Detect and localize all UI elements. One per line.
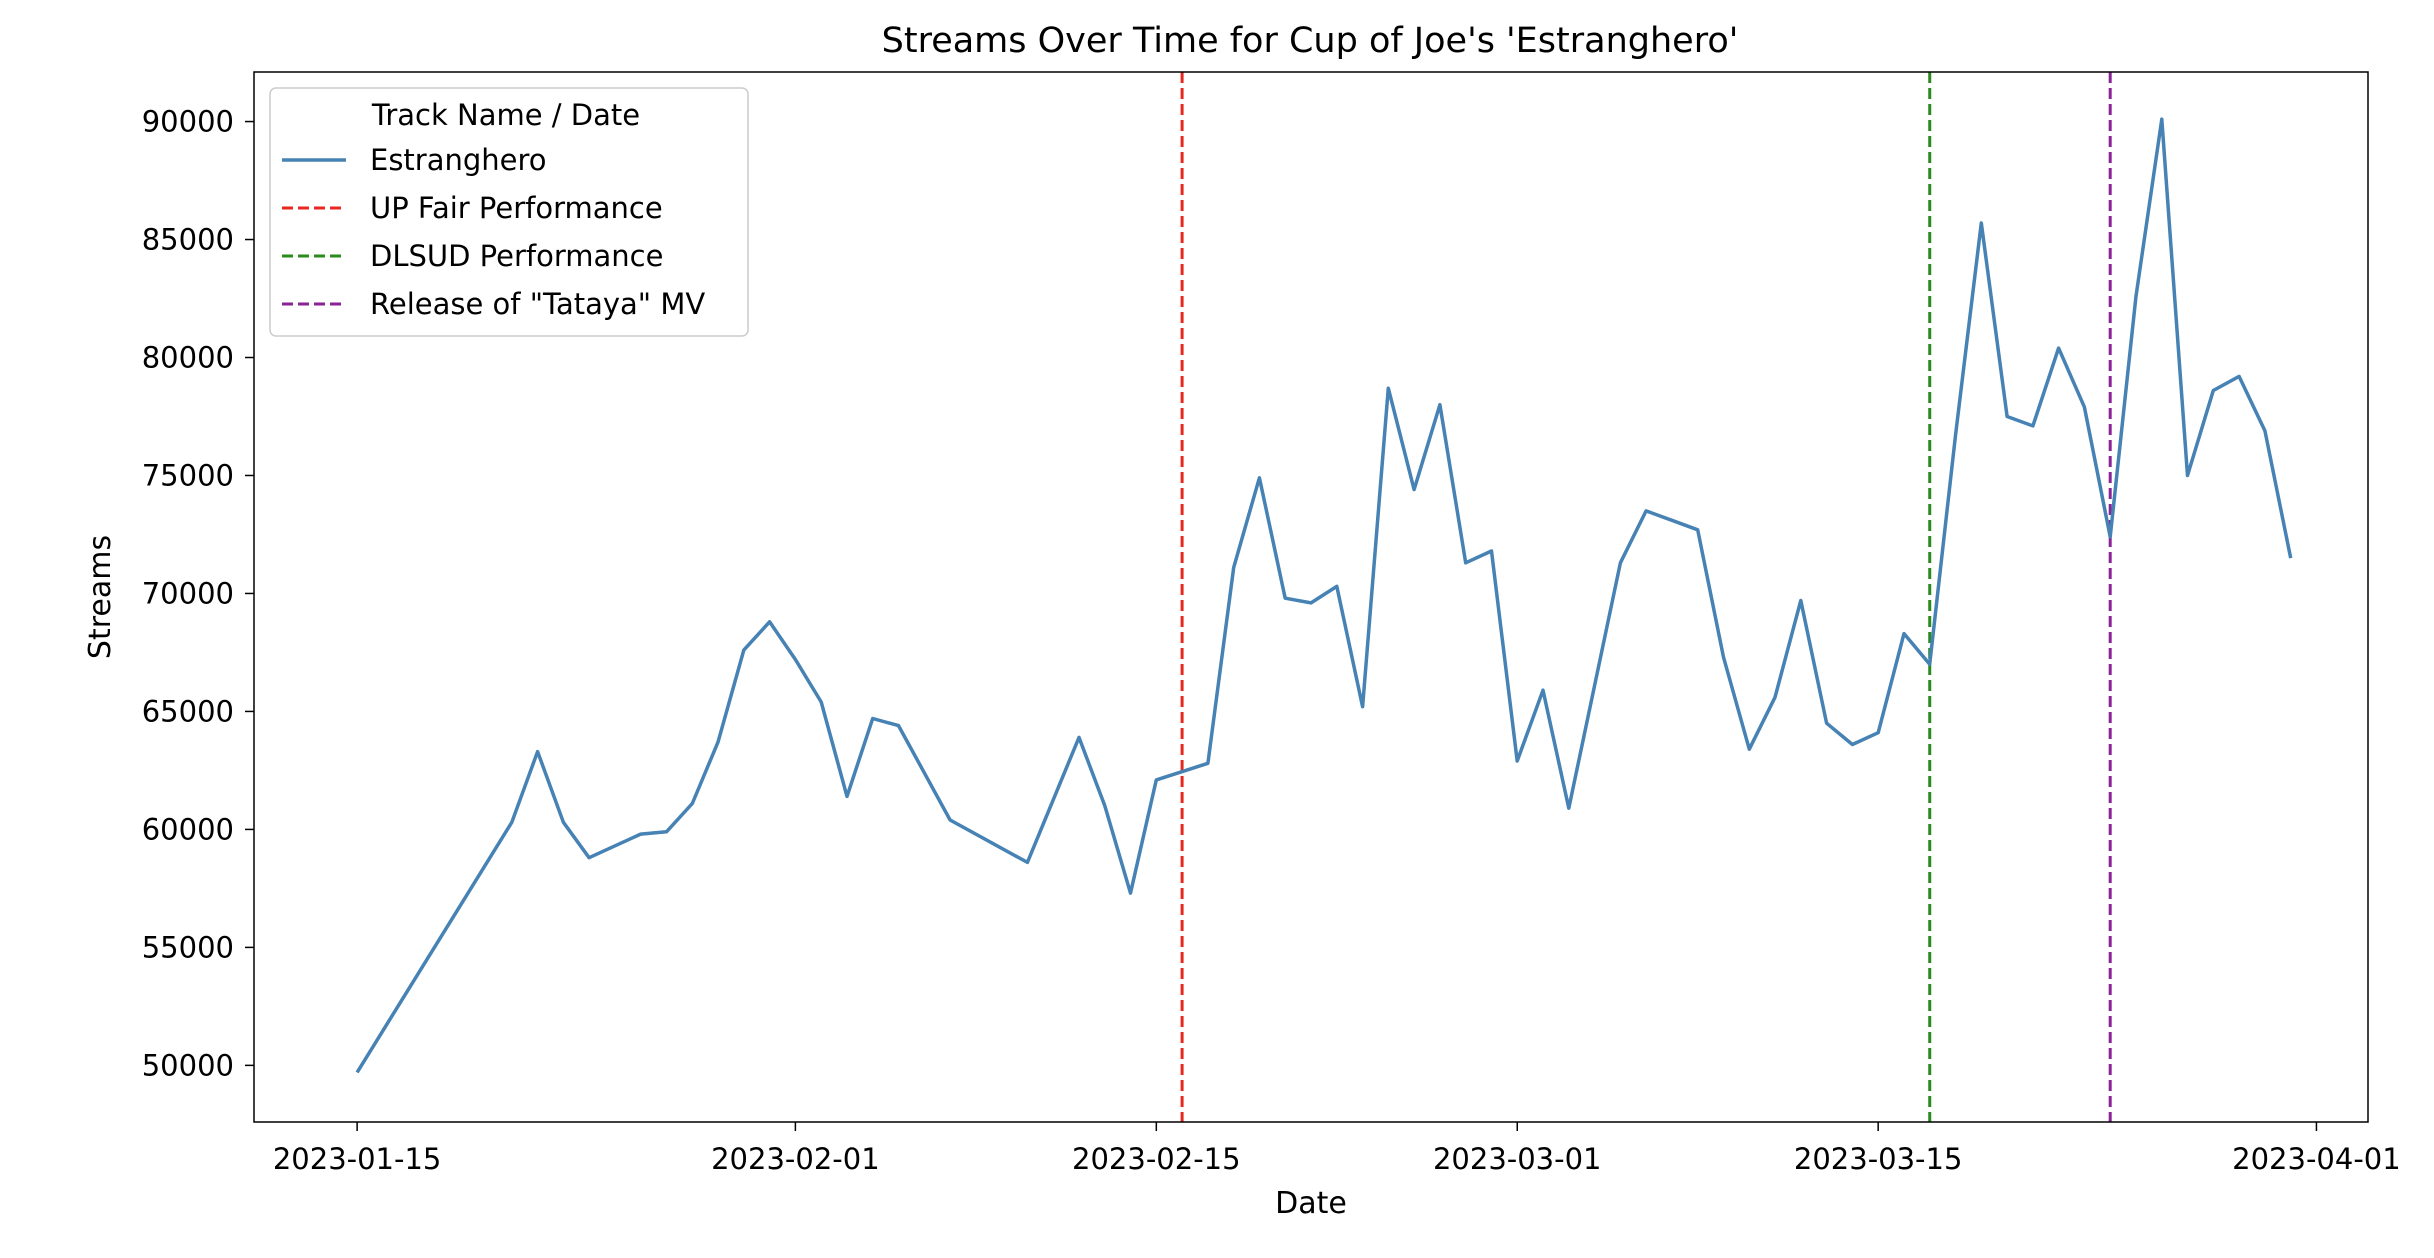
reference-lines <box>1180 72 2112 1122</box>
legend-entry-label: UP Fair Performance <box>370 191 663 225</box>
legend-entry-label: Release of "Tataya" MV <box>370 287 705 321</box>
series-line <box>355 117 2293 1074</box>
y-axis: 50000 55000 60000 65000 70000 75000 80000 85000… <box>142 105 254 1082</box>
x-axis-label: Date <box>1275 1186 1347 1221</box>
x-tick-label: 2023-02-15 <box>1072 1142 1241 1176</box>
y-tick-label: 50000 <box>142 1048 234 1082</box>
legend-entry-label: Estranghero <box>370 143 547 177</box>
series-layer <box>355 117 2293 1074</box>
legend-box <box>269 87 749 337</box>
x-tick-label: 2023-01-15 <box>273 1142 442 1176</box>
x-axis: 2023-01-15 2023-02-01 2023-02-15 2023-03-01… <box>273 1122 2401 1176</box>
legend-title: Track Name / Date <box>371 98 640 132</box>
y-tick-label: 60000 <box>142 812 234 846</box>
plot-area-frame <box>253 71 2369 1123</box>
chart-title: Streams Over Time for Cup of Joe's 'Estr… <box>882 21 1739 61</box>
y-tick-label: 65000 <box>142 694 234 728</box>
x-tick-label: 2023-04-01 <box>2232 1142 2401 1176</box>
legend-entry-label: DLSUD Performance <box>370 239 663 273</box>
y-tick-label: 90000 <box>142 105 234 139</box>
y-tick-label: 75000 <box>142 458 234 492</box>
y-tick-label: 70000 <box>142 576 234 610</box>
legend: Track Name / Date Estranghero UP Fair Perf… <box>269 87 749 337</box>
x-tick-label: 2023-03-01 <box>1433 1142 1602 1176</box>
y-tick-label: 80000 <box>142 341 234 375</box>
y-tick-label: 55000 <box>142 930 234 964</box>
x-tick-label: 2023-02-01 <box>711 1142 880 1176</box>
y-tick-label: 85000 <box>142 223 234 257</box>
x-tick-label: 2023-03-15 <box>1794 1142 1963 1176</box>
y-axis-label: Streams <box>83 535 118 659</box>
